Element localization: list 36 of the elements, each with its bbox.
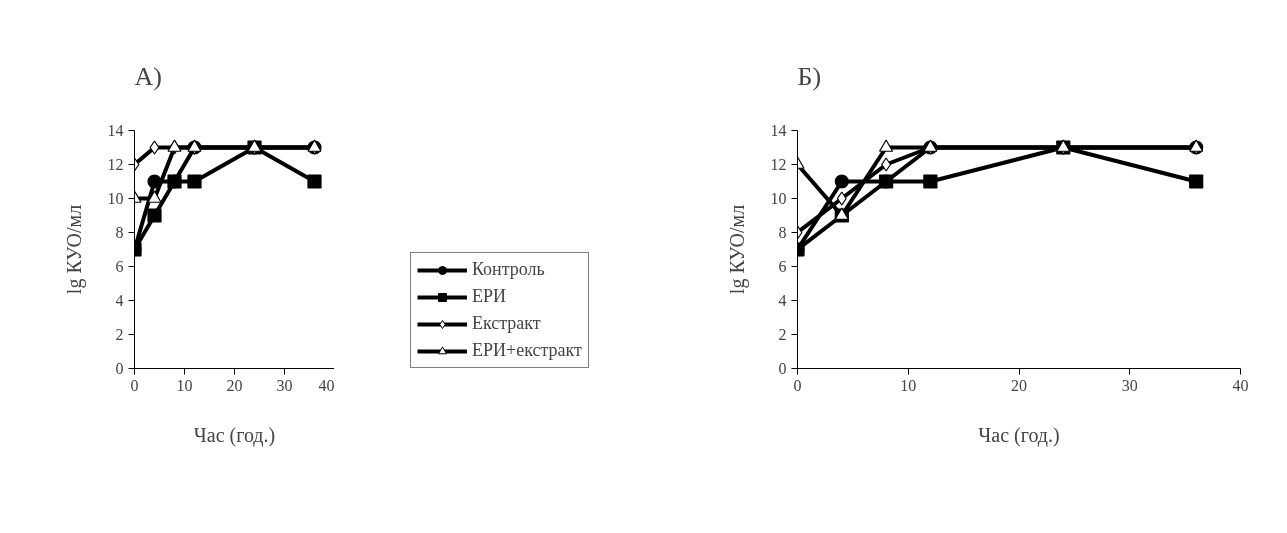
y-tick-label: 10 [107,190,124,207]
x-tick-label: 30 [276,376,293,394]
y-tick-label: 4 [778,292,787,309]
x-tick-label: 20 [226,376,243,394]
legend-label: ЕРИ+екстракт [472,340,582,361]
y-tick-label: 2 [778,326,787,343]
y-tick-label: 14 [107,122,124,139]
x-axis-title: Час (год.) [978,423,1060,447]
x-tick-label: 40 [318,376,335,394]
x-tick-label: 30 [1121,376,1138,394]
x-tick-label: 10 [900,376,917,394]
y-tick-label: 0 [778,360,787,377]
y-tick-label: 6 [778,258,787,275]
x-axis-title: Час (год.) [193,423,276,447]
legend-label: ЕРИ [472,286,507,307]
chart-title: Б) [797,61,822,91]
y-tick-label: 12 [770,156,787,173]
x-tick-label: 0 [130,376,139,394]
y-tick-label: 12 [107,156,124,173]
y-tick-label: 0 [115,360,124,377]
y-tick-label: 2 [115,326,124,343]
x-tick-label: 0 [793,376,802,394]
y-axis-title: lg КУО/мл [62,204,86,295]
y-tick-label: 8 [115,224,124,241]
y-tick-label: 4 [115,292,124,309]
x-tick-label: 20 [1011,376,1027,394]
legend-label: Контроль [472,259,545,280]
y-tick-label: 6 [115,258,124,275]
x-tick-label: 40 [1232,376,1249,394]
y-tick-label: 10 [770,190,787,207]
legend-label: Екстракт [472,313,541,334]
y-axis-title: lg КУО/мл [725,204,749,295]
y-tick-label: 14 [770,122,787,139]
y-tick-label: 8 [778,224,787,241]
x-tick-label: 10 [176,376,193,394]
chart-title: А) [134,61,162,91]
